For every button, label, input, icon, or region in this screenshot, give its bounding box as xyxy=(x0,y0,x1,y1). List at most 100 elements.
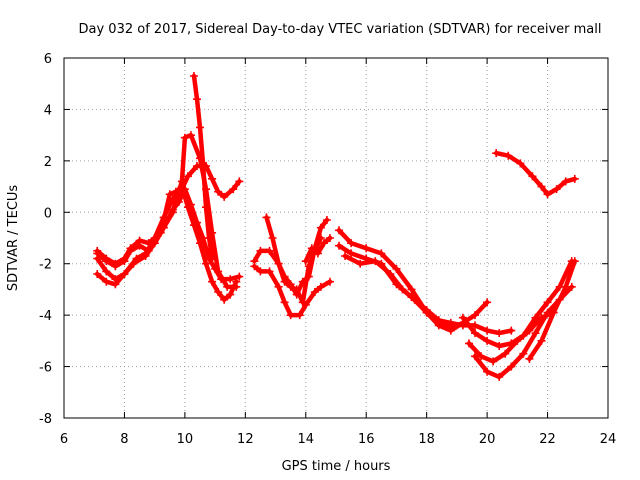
data-point xyxy=(111,259,120,268)
data-point xyxy=(516,159,525,168)
y-tick-label: 2 xyxy=(44,155,52,170)
data-point xyxy=(319,239,328,248)
data-point xyxy=(274,259,283,268)
data-point xyxy=(286,280,295,289)
x-tick-label: 16 xyxy=(358,432,375,447)
data-point xyxy=(471,352,480,361)
data-point xyxy=(347,239,356,248)
data-point xyxy=(183,172,192,181)
data-point xyxy=(256,267,265,276)
x-tick-label: 24 xyxy=(600,432,617,447)
series-track-5 xyxy=(189,72,217,263)
data-point xyxy=(322,216,331,224)
data-point xyxy=(495,372,504,381)
data-point xyxy=(407,285,416,294)
data-point xyxy=(226,275,235,284)
data-point xyxy=(507,326,516,335)
data-point xyxy=(377,249,386,258)
data-point xyxy=(570,257,579,266)
data-point xyxy=(220,295,229,304)
x-tick-label: 20 xyxy=(479,432,496,447)
y-tick-label: -4 xyxy=(39,309,52,324)
data-point xyxy=(202,259,211,268)
series-line xyxy=(336,228,514,336)
series-track-16 xyxy=(525,257,579,363)
data-point xyxy=(489,357,498,366)
data-point xyxy=(362,244,371,253)
series-track-4 xyxy=(93,185,244,284)
data-point xyxy=(386,270,395,278)
data-point xyxy=(229,185,238,194)
data-point xyxy=(102,277,111,286)
x-tick-label: 10 xyxy=(177,432,194,447)
data-point xyxy=(102,254,111,263)
data-point xyxy=(202,203,211,212)
data-point xyxy=(483,298,492,307)
data-point xyxy=(235,177,244,186)
series-track-9 xyxy=(301,234,334,266)
data-point xyxy=(250,262,259,271)
data-point xyxy=(189,72,198,80)
data-point xyxy=(392,264,401,273)
data-point xyxy=(495,342,504,350)
series-track-12 xyxy=(341,252,467,332)
data-point xyxy=(220,192,229,201)
data-point xyxy=(141,252,150,260)
data-point xyxy=(205,234,214,242)
series-line xyxy=(94,186,242,282)
data-point xyxy=(347,249,356,258)
series-line xyxy=(466,310,556,364)
data-point xyxy=(507,362,516,371)
x-axis-label: GPS time / hours xyxy=(282,459,391,474)
data-point xyxy=(313,249,322,258)
data-point xyxy=(159,223,168,232)
data-point xyxy=(262,213,271,222)
y-tick-label: -8 xyxy=(39,412,52,427)
data-point xyxy=(208,174,217,183)
y-tick-label: -2 xyxy=(39,258,52,273)
data-point xyxy=(525,354,534,363)
data-point xyxy=(180,133,189,142)
data-point xyxy=(458,313,467,322)
data-point xyxy=(525,326,534,335)
data-point xyxy=(265,267,274,276)
data-point xyxy=(235,272,244,281)
data-point xyxy=(286,311,295,320)
data-point xyxy=(102,267,111,276)
data-point xyxy=(192,95,201,104)
data-point xyxy=(168,205,177,214)
data-point xyxy=(135,236,144,245)
data-point xyxy=(531,329,540,338)
data-point xyxy=(543,298,552,307)
data-point xyxy=(211,264,220,273)
series-line xyxy=(342,253,466,331)
data-point xyxy=(446,324,455,332)
series-layer xyxy=(93,72,579,381)
data-point xyxy=(186,200,195,209)
data-point xyxy=(196,123,204,132)
data-point xyxy=(153,231,162,240)
data-point xyxy=(274,282,283,291)
data-point xyxy=(298,277,307,286)
data-point xyxy=(171,187,180,196)
data-point xyxy=(356,259,365,268)
data-point xyxy=(471,321,480,330)
data-point xyxy=(165,190,174,199)
chart-title: Day 032 of 2017, Sidereal Day-to-day VTE… xyxy=(79,22,602,37)
data-point xyxy=(256,246,265,255)
data-point xyxy=(495,329,504,338)
grid-layer xyxy=(64,58,608,418)
data-point xyxy=(214,187,223,196)
data-point xyxy=(111,280,120,289)
data-point xyxy=(464,339,473,348)
data-point xyxy=(310,288,319,296)
data-point xyxy=(483,326,492,335)
x-tick-label: 6 xyxy=(60,432,68,447)
data-point xyxy=(543,190,552,199)
x-tick-label: 8 xyxy=(120,432,128,447)
plot-frame xyxy=(63,57,609,419)
data-point xyxy=(528,172,537,181)
data-point xyxy=(561,282,570,291)
data-point xyxy=(120,270,129,278)
